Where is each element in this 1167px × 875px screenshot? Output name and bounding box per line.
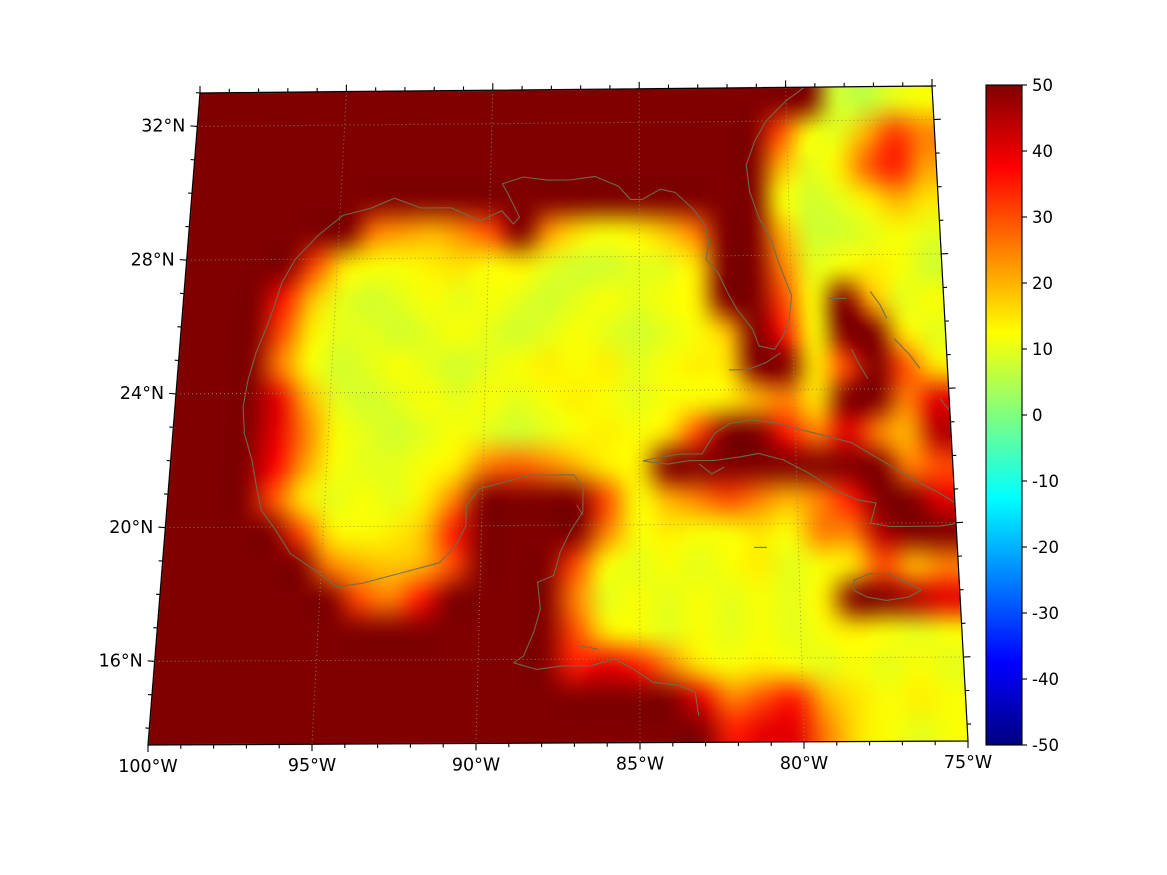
svg-text:30: 30 bbox=[1032, 208, 1053, 227]
svg-text:-40: -40 bbox=[1032, 670, 1059, 689]
svg-text:-30: -30 bbox=[1032, 604, 1059, 623]
svg-text:0: 0 bbox=[1032, 406, 1043, 425]
svg-text:80°W: 80°W bbox=[780, 754, 828, 774]
svg-text:20: 20 bbox=[1032, 274, 1053, 293]
svg-text:90°W: 90°W bbox=[452, 755, 500, 775]
svg-text:40: 40 bbox=[1032, 142, 1053, 161]
colorbar-gradient bbox=[986, 85, 1022, 745]
svg-text:75°W: 75°W bbox=[944, 753, 992, 773]
map-border bbox=[147, 85, 969, 746]
svg-text:-10: -10 bbox=[1032, 472, 1059, 491]
svg-text:28°N: 28°N bbox=[131, 250, 175, 270]
svg-text:-20: -20 bbox=[1032, 538, 1059, 557]
svg-text:10: 10 bbox=[1032, 340, 1053, 359]
axis-tick-labels: 100°W 95°W 90°W 85°W 80°W 75°W 16°N 20°N 24°N 28°… bbox=[99, 117, 993, 777]
svg-text:50: 50 bbox=[1032, 76, 1053, 95]
svg-text:16°N: 16°N bbox=[99, 652, 143, 672]
axis-ticks bbox=[145, 79, 972, 752]
svg-text:85°W: 85°W bbox=[616, 755, 664, 775]
svg-text:-50: -50 bbox=[1032, 736, 1059, 755]
colorbar: 50 40 30 20 10 0 -10 -20 -30 -40 -50 bbox=[985, 76, 1059, 755]
svg-text:95°W: 95°W bbox=[288, 756, 336, 776]
graticule bbox=[154, 87, 964, 745]
svg-text:24°N: 24°N bbox=[120, 384, 164, 404]
colorbar-ticks bbox=[1022, 84, 1027, 746]
svg-text:100°W: 100°W bbox=[118, 757, 177, 777]
svg-text:32°N: 32°N bbox=[141, 117, 185, 137]
coastline-overlay bbox=[242, 86, 968, 716]
svg-text:20°N: 20°N bbox=[109, 518, 153, 538]
colorbar-tick-labels: 50 40 30 20 10 0 -10 -20 -30 -40 -50 bbox=[1032, 76, 1059, 755]
